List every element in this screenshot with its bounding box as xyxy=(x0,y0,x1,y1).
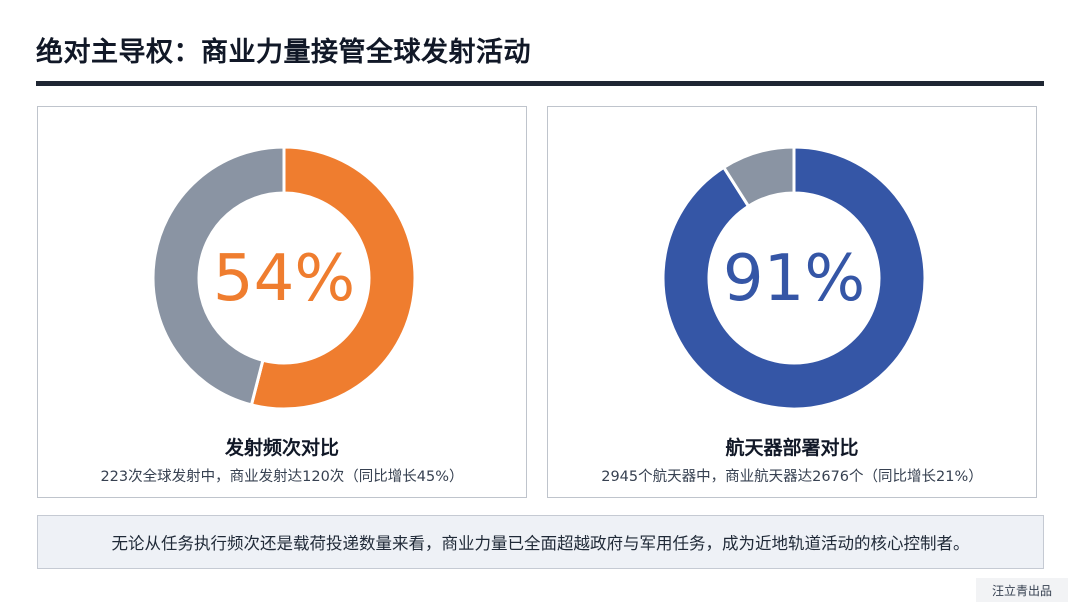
donut-center-percentage: 54% xyxy=(213,242,355,316)
launch-frequency-subtitle: 223次全球发射中，商业发射达120次（同比增长45%） xyxy=(100,469,464,485)
spacecraft-deployment-panel: 91% 航天器部署对比 2945个航天器中，商业航天器达2676个（同比增长21… xyxy=(547,106,1037,498)
donut-center-percentage: 91% xyxy=(723,242,865,316)
title-divider xyxy=(36,81,1044,86)
launch-frequency-donut: 54% xyxy=(153,147,415,409)
summary-text: 无论从任务执行频次还是载荷投递数量来看，商业力量已全面超越政府与军用任务，成为近… xyxy=(111,534,970,553)
page-title: 绝对主导权：商业力量接管全球发射活动 xyxy=(36,37,531,68)
spacecraft-deployment-title: 航天器部署对比 xyxy=(725,437,859,459)
credit-label: 汪立青出品 xyxy=(976,578,1068,602)
spacecraft-deployment-subtitle: 2945个航天器中，商业航天器达2676个（同比增长21%） xyxy=(601,469,983,485)
spacecraft-deployment-donut: 91% xyxy=(663,147,925,409)
launch-frequency-title: 发射频次对比 xyxy=(224,437,339,459)
donut-slice-primary xyxy=(663,147,925,409)
launch-frequency-panel: 54% 发射频次对比 223次全球发射中，商业发射达120次（同比增长45%） xyxy=(37,106,527,498)
donut-slice-primary xyxy=(249,147,415,409)
summary-box: 无论从任务执行频次还是载荷投递数量来看，商业力量已全面超越政府与军用任务，成为近… xyxy=(37,515,1044,569)
donut-slice-other xyxy=(153,147,286,407)
donut-slice-other xyxy=(721,147,796,209)
